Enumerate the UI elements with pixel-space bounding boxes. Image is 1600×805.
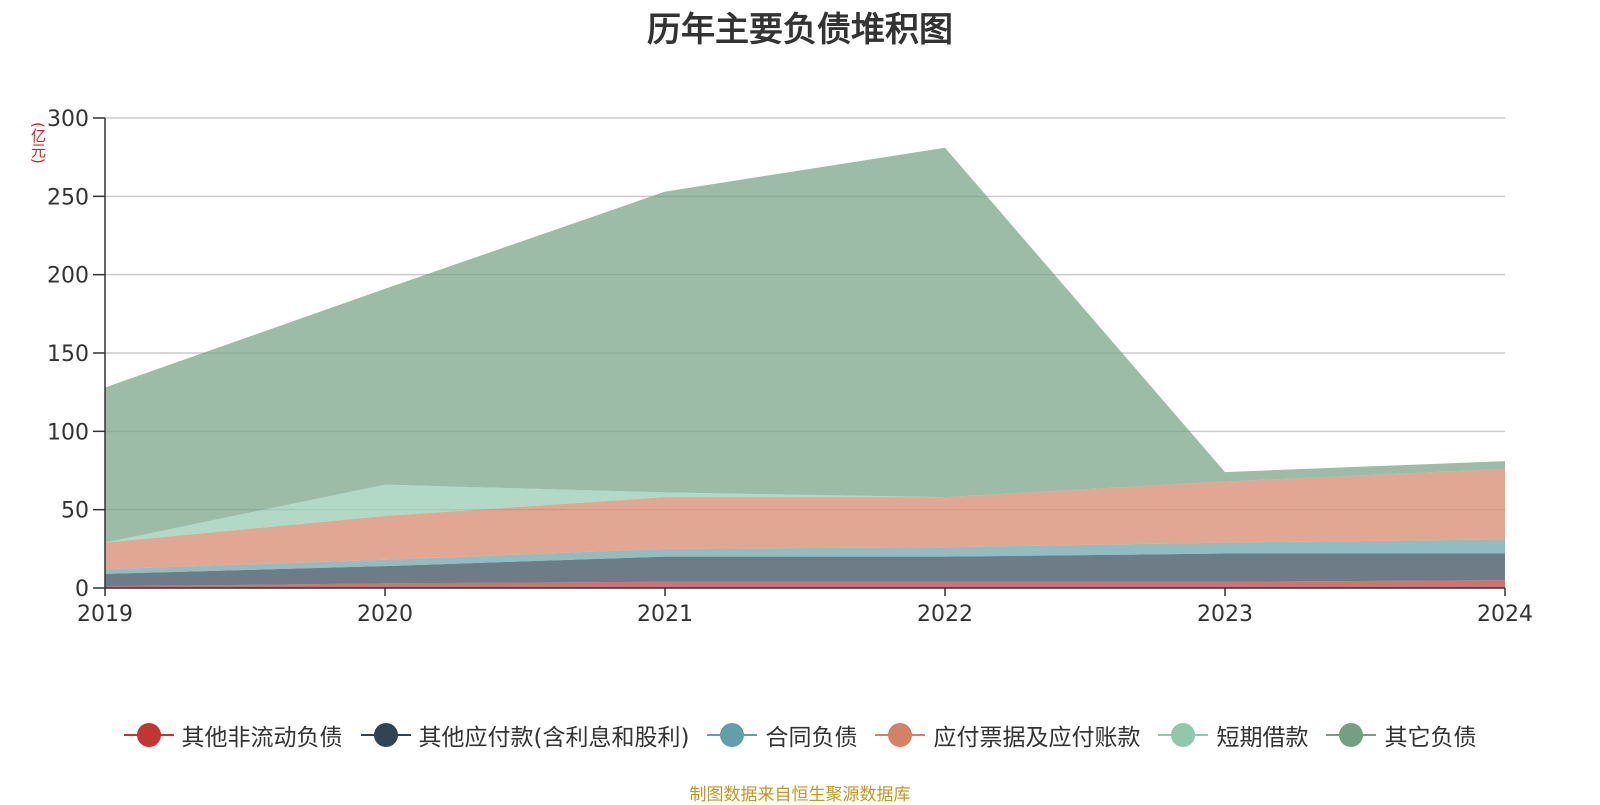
legend-item-4[interactable]: 短期借款 bbox=[1158, 718, 1308, 752]
legend-label: 其他应付款(含利息和股利) bbox=[418, 725, 690, 751]
y-tick-label: 300 bbox=[47, 107, 89, 132]
x-tick-label: 2022 bbox=[917, 602, 973, 627]
legend-item-5[interactable]: 其它负债 bbox=[1326, 718, 1476, 752]
legend-swatch bbox=[123, 723, 174, 747]
x-tick-label: 2024 bbox=[1477, 602, 1533, 627]
data-source-note: 制图数据来自恒生聚源数据库 bbox=[689, 785, 911, 805]
legend-label: 其他非流动负债 bbox=[181, 725, 343, 751]
area-series-2 bbox=[105, 539, 1505, 574]
x-tick-label: 2019 bbox=[77, 602, 133, 627]
legend-label: 应付票据及应付账款 bbox=[933, 725, 1141, 751]
chart-title: 历年主要负债堆积图 bbox=[647, 10, 953, 50]
area-series bbox=[105, 147, 1505, 588]
x-tick-label: 2020 bbox=[357, 602, 413, 627]
legend-label: 合同负债 bbox=[765, 725, 858, 751]
x-tick-label: 2023 bbox=[1197, 602, 1253, 627]
legend-item-3[interactable]: 应付票据及应付账款 bbox=[875, 718, 1140, 752]
legend-label: 短期借款 bbox=[1216, 725, 1309, 751]
legend-swatch bbox=[360, 723, 411, 747]
y-tick-label: 150 bbox=[47, 342, 89, 367]
y-axis-unit-label: (亿元) bbox=[29, 122, 47, 164]
legend-swatch bbox=[707, 723, 758, 747]
y-tick-label: 100 bbox=[47, 420, 89, 445]
area-series-5 bbox=[105, 147, 1505, 543]
legend-item-0[interactable]: 其他非流动负债 bbox=[123, 718, 343, 752]
stacked-area-chart: 0 50 100 150 200 250 300 2019 2020 2021 2022 2023 20… bbox=[47, 107, 1533, 627]
area-series-3 bbox=[105, 468, 1505, 570]
axes: 0 50 100 150 200 250 300 2019 2020 2021 2022 2023 20… bbox=[47, 107, 1533, 627]
legend-label: 其它负债 bbox=[1384, 725, 1477, 751]
legend-swatch bbox=[1158, 723, 1209, 747]
legend: 其他非流动负债 其他应付款(含利息和股利) 合同负债 应付票据及应付账款 短期借款 其它负… bbox=[0, 718, 1600, 752]
legend-swatch bbox=[875, 723, 926, 747]
area-series-1 bbox=[105, 553, 1505, 587]
y-tick-label: 0 bbox=[75, 577, 89, 602]
y-tick-label: 250 bbox=[47, 185, 89, 210]
area-series-4 bbox=[105, 468, 1505, 543]
legend-item-2[interactable]: 合同负债 bbox=[707, 718, 857, 752]
x-tick-label: 2021 bbox=[637, 602, 693, 627]
legend-item-1[interactable]: 其他应付款(含利息和股利) bbox=[360, 718, 690, 752]
area-series-0 bbox=[105, 580, 1505, 588]
legend-swatch bbox=[1326, 723, 1377, 747]
y-tick-label: 200 bbox=[47, 264, 89, 289]
y-tick-label: 50 bbox=[61, 499, 89, 524]
